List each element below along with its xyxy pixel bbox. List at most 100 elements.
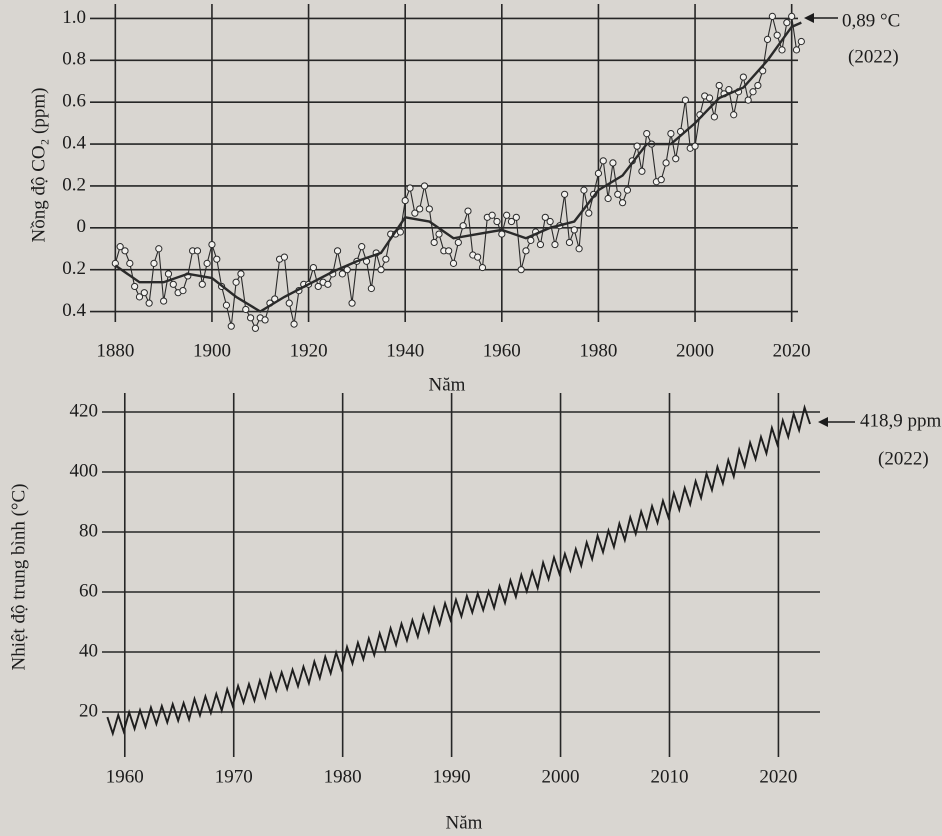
- x-axis-label: Năm: [429, 374, 466, 395]
- data-point: [604, 194, 612, 203]
- data-point: [633, 142, 641, 150]
- data-point: [551, 240, 559, 249]
- data-point: [135, 293, 144, 301]
- data-point: [681, 96, 689, 104]
- data-point: [333, 247, 342, 255]
- data-point: [643, 130, 651, 138]
- data-point: [580, 186, 588, 194]
- data-point: [261, 316, 269, 324]
- data-point: [570, 226, 578, 234]
- data-point: [561, 190, 569, 198]
- data-point: [198, 280, 206, 288]
- data-point: [208, 240, 216, 249]
- data-point: [517, 266, 525, 274]
- y-tick-label: 0.2: [62, 258, 86, 279]
- x-tick-label: 1960: [106, 766, 144, 787]
- data-point: [324, 280, 332, 288]
- data-point: [493, 217, 501, 226]
- data-point: [116, 243, 124, 251]
- data-point: [435, 230, 443, 238]
- y-tick-label: 0: [77, 216, 87, 237]
- y-tick-label: 0.8: [62, 49, 86, 70]
- y-tick-label: 400: [70, 460, 99, 481]
- data-point: [464, 207, 472, 215]
- y-tick-label: 0.4: [62, 132, 86, 153]
- data-point: [309, 263, 317, 272]
- data-point: [488, 211, 496, 219]
- data-point: [710, 113, 718, 121]
- data-point: [739, 73, 747, 81]
- data-point: [705, 94, 714, 102]
- data-point: [164, 270, 173, 278]
- data-point: [382, 255, 390, 263]
- x-tick-label: 1920: [290, 340, 328, 361]
- data-point: [546, 217, 554, 226]
- data-point: [377, 266, 385, 274]
- annotation: 418,9 ppm: [860, 410, 942, 431]
- x-tick-label: 1880: [96, 340, 134, 361]
- data-point: [203, 259, 211, 267]
- data-point: [126, 259, 134, 267]
- data-point: [314, 282, 322, 291]
- data-point: [565, 238, 574, 247]
- data-point: [367, 284, 375, 293]
- data-point: [768, 12, 776, 20]
- data-point: [222, 301, 231, 309]
- data-point: [783, 19, 791, 27]
- x-tick-label: 1940: [386, 340, 424, 361]
- annotation-arrowhead: [804, 13, 814, 23]
- x-tick-label: 1980: [579, 340, 617, 361]
- x-tick-label: 1990: [433, 766, 471, 787]
- data-point: [425, 205, 433, 213]
- y-tick-label: 0.2: [62, 174, 86, 195]
- data-point: [575, 245, 583, 253]
- data-point: [131, 282, 139, 291]
- data-point: [507, 217, 516, 226]
- y-tick-label: 60: [79, 580, 98, 601]
- data-point: [474, 253, 482, 261]
- y-tick-label: 420: [70, 400, 99, 421]
- data-point: [763, 35, 772, 44]
- data-point: [348, 299, 356, 307]
- data-point: [657, 176, 665, 184]
- data-point: [792, 46, 801, 54]
- data-point: [242, 305, 250, 314]
- data-point: [691, 142, 699, 150]
- data-point: [744, 96, 752, 104]
- data-point: [290, 320, 298, 328]
- data-point: [536, 240, 545, 249]
- data-point: [232, 278, 240, 286]
- y-tick-label: 1.0: [62, 7, 86, 28]
- data-point: [614, 190, 622, 198]
- data-point: [251, 324, 260, 332]
- data-point: [773, 31, 781, 39]
- data-point: [662, 159, 670, 167]
- data-point: [280, 253, 289, 261]
- data-point: [145, 299, 153, 307]
- data-point: [449, 259, 458, 267]
- data-point: [150, 259, 158, 267]
- y-axis-label: Nhiệt độ trung bình (°C): [8, 483, 29, 670]
- x-tick-label: 1980: [324, 766, 362, 787]
- data-point: [179, 287, 187, 295]
- trend-line: [114, 21, 802, 313]
- data-point: [715, 81, 723, 90]
- x-tick-label: 1970: [215, 766, 253, 787]
- annotation: (2022): [878, 448, 929, 469]
- x-tick-label: 2020: [759, 766, 797, 787]
- data-point: [155, 245, 163, 253]
- data-point: [169, 280, 177, 288]
- data-point: [788, 12, 796, 20]
- data-point: [454, 238, 462, 247]
- data-point: [237, 270, 245, 278]
- data-point: [512, 213, 520, 221]
- data-point: [609, 159, 617, 167]
- data-point: [338, 270, 346, 278]
- data-point: [401, 196, 409, 205]
- x-tick-label: 2020: [773, 340, 811, 361]
- data-point: [213, 255, 221, 263]
- data-point: [754, 81, 762, 90]
- annotation: (2022): [848, 46, 899, 67]
